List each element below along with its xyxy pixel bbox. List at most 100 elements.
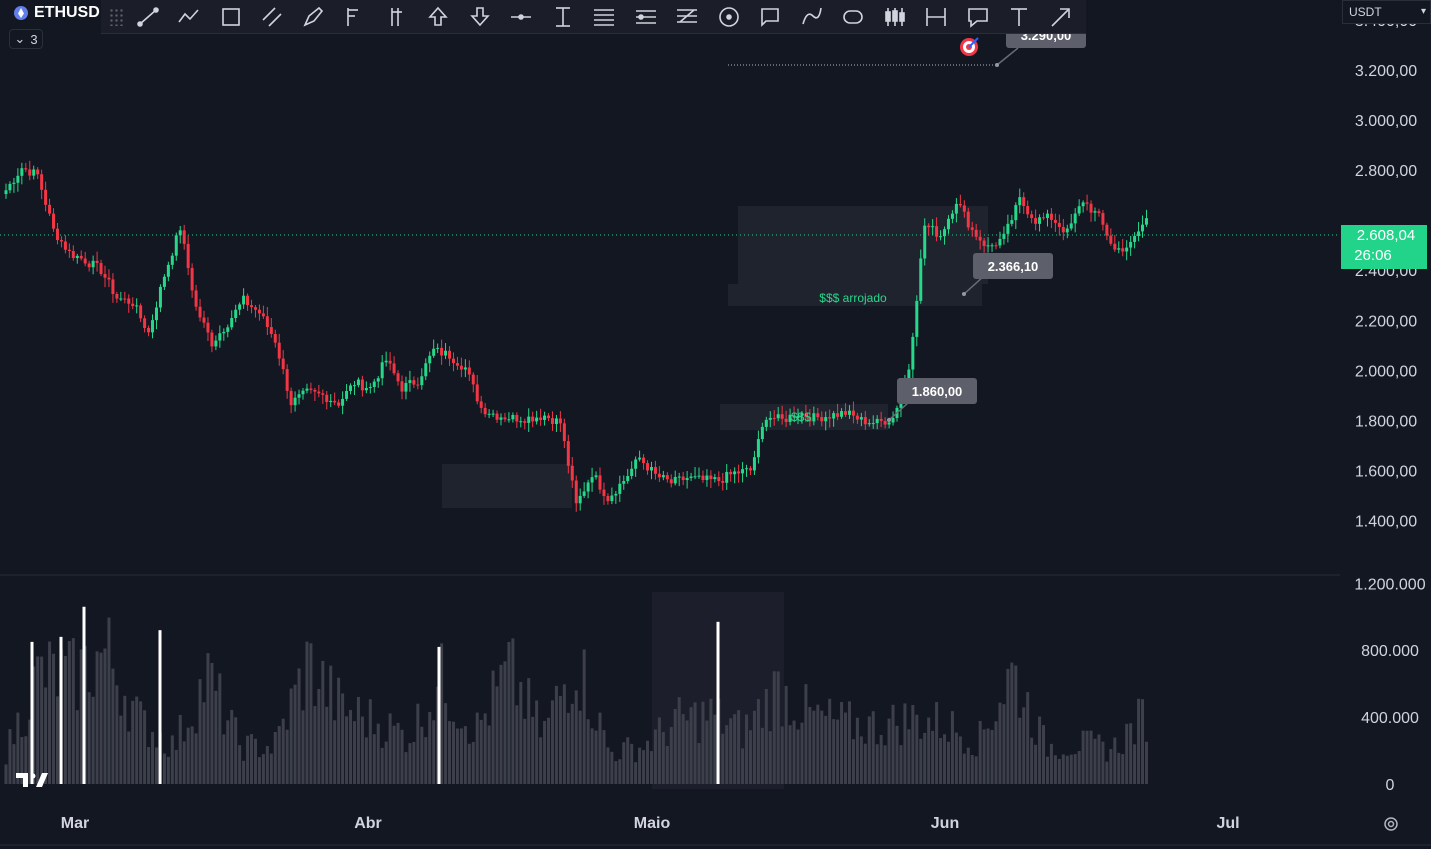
candle <box>273 329 277 348</box>
candle <box>408 370 412 392</box>
candle <box>685 471 689 489</box>
candle <box>36 167 40 179</box>
fib-icon[interactable] <box>335 2 377 32</box>
candle <box>566 434 570 474</box>
arrow-down-icon[interactable] <box>459 2 501 32</box>
volume-bar <box>4 764 8 784</box>
candle <box>257 304 261 321</box>
chart-settings-gear-icon[interactable] <box>1380 813 1402 835</box>
volume-tick-label: 0 <box>1386 777 1395 794</box>
volume-bar <box>182 741 186 784</box>
candle <box>1018 188 1022 214</box>
trendline-icon[interactable] <box>127 2 169 32</box>
horizontal-line-icon[interactable] <box>501 2 543 32</box>
volume-bar <box>879 734 883 784</box>
date-range-icon[interactable] <box>916 2 958 32</box>
volume-bars <box>4 606 1148 784</box>
path-icon[interactable] <box>791 2 833 32</box>
candles-icon[interactable] <box>874 2 916 32</box>
candle <box>828 409 832 428</box>
candle <box>463 359 467 378</box>
candle <box>48 198 52 217</box>
candle <box>756 430 760 464</box>
price-axis[interactable]: 3.400,003.200,003.000,002.800,002.400,00… <box>1355 13 1417 530</box>
consolidation-zone-top[interactable] <box>738 206 988 284</box>
currency-selector[interactable]: USDT ▾ <box>1342 0 1431 24</box>
candle <box>570 456 574 488</box>
candle <box>158 284 162 313</box>
volume-bar <box>190 726 194 784</box>
candle <box>333 392 337 406</box>
candle <box>966 207 970 231</box>
arrow-icon[interactable] <box>1040 2 1082 32</box>
candle <box>127 294 131 313</box>
volume-bar <box>630 743 634 784</box>
volume-bar <box>1081 730 1085 784</box>
volume-bar <box>523 718 527 784</box>
tradingview-logo-icon[interactable] <box>16 773 48 787</box>
candle <box>990 243 994 252</box>
pitchfork-icon[interactable] <box>625 2 667 32</box>
liquidity-zone-low[interactable] <box>720 404 888 430</box>
candle <box>293 391 297 412</box>
candle <box>840 408 844 419</box>
accumulation-zone[interactable] <box>442 464 572 508</box>
volume-bar <box>804 684 808 784</box>
volume-bar <box>535 700 539 784</box>
pen-icon[interactable] <box>293 2 335 32</box>
volume-bar <box>808 707 812 784</box>
candle <box>400 375 404 400</box>
comment-icon[interactable] <box>957 2 999 32</box>
callout-mid[interactable]: 2.366,10 <box>962 253 1053 296</box>
polyline-icon[interactable] <box>169 2 211 32</box>
candle <box>598 467 602 494</box>
candle <box>194 284 198 311</box>
toolbar-drag-handle-icon[interactable] <box>109 7 123 26</box>
candle <box>479 395 483 414</box>
fib-retracement-icon[interactable] <box>584 2 626 32</box>
volume-bar <box>776 671 780 784</box>
text-icon[interactable] <box>999 2 1041 32</box>
target-icon[interactable] <box>960 37 979 56</box>
ellipse-icon[interactable] <box>833 2 875 32</box>
volume-bar <box>376 723 380 784</box>
symbol-title[interactable]: ETHUSD <box>0 0 101 26</box>
volume-bar <box>1038 716 1042 784</box>
volume-bar <box>507 641 511 784</box>
volume-bar <box>230 709 234 784</box>
candle <box>396 370 400 386</box>
parallel-channel-icon[interactable] <box>252 2 294 32</box>
candle <box>602 482 606 505</box>
callout-icon[interactable] <box>750 2 792 32</box>
long-position-icon[interactable] <box>376 2 418 32</box>
volume-bar <box>903 703 907 784</box>
arrow-up-icon[interactable] <box>418 2 460 32</box>
rectangle-icon[interactable] <box>210 2 252 32</box>
volume-bar <box>863 743 867 784</box>
volume-bar <box>566 712 570 784</box>
volume-bar <box>1045 756 1049 784</box>
volume-bar <box>634 762 638 784</box>
volume-bar <box>40 656 44 784</box>
callout-low[interactable]: 1.860,00 <box>887 378 977 422</box>
volume-bar <box>931 730 935 784</box>
volume-bar <box>325 706 329 784</box>
volume-bar <box>998 702 1002 784</box>
indicators-toggle[interactable]: ⌄ 3 <box>9 29 43 49</box>
volume-bar <box>586 719 590 784</box>
volume-axis[interactable]: 1.200.000 800.000 400.000 0 <box>1354 576 1425 794</box>
candle <box>891 411 895 426</box>
menu-icon[interactable] <box>1082 2 1087 32</box>
candle <box>40 169 44 200</box>
price-range-icon[interactable] <box>542 2 584 32</box>
time-tick-label: Jun <box>931 815 959 832</box>
volume-bar <box>55 696 59 784</box>
volume-bar <box>527 678 531 784</box>
gann-icon[interactable] <box>667 2 709 32</box>
circle-icon[interactable] <box>708 2 750 32</box>
time-axis[interactable]: Mar Abr Maio Jun Jul <box>61 815 1240 832</box>
candle <box>638 450 642 462</box>
price-tick-label: 1.800,00 <box>1355 413 1417 430</box>
liquidity-zone-mid[interactable] <box>728 284 982 306</box>
